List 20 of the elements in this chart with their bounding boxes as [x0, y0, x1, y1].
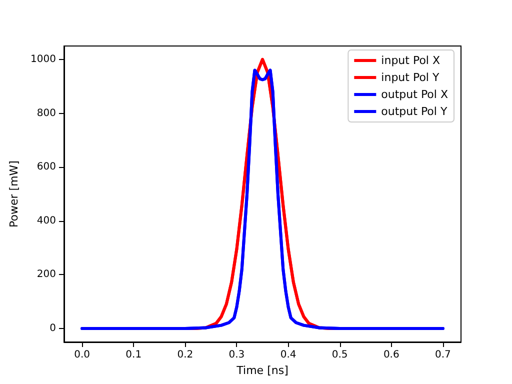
- x-tick-label: 0.0: [74, 350, 90, 360]
- x-tick-label: 0.4: [280, 350, 296, 360]
- x-axis-title: Time [ns]: [236, 364, 288, 377]
- y-tick-label: 600: [36, 162, 56, 173]
- legend-label: output Pol X: [381, 88, 448, 101]
- x-tick-label: 0.1: [126, 350, 142, 360]
- legend-label: input Pol Y: [381, 71, 440, 84]
- y-axis-title: Power [mW]: [8, 160, 21, 228]
- x-tick-label: 0.2: [177, 350, 194, 360]
- y-tick-label: 1000: [30, 54, 56, 65]
- legend-label: input Pol X: [381, 54, 440, 67]
- x-tick-label: 0.5: [332, 350, 348, 360]
- y-tick-label: 400: [36, 215, 56, 226]
- legend-label: output Pol Y: [381, 105, 448, 118]
- y-tick-label: 0: [50, 323, 56, 334]
- x-tick-label: 0.6: [383, 350, 400, 360]
- x-tick-label: 0.3: [228, 350, 245, 360]
- y-tick-label: 800: [36, 108, 56, 119]
- x-tick-label: 0.7: [435, 350, 451, 360]
- y-tick-label: 200: [36, 269, 56, 280]
